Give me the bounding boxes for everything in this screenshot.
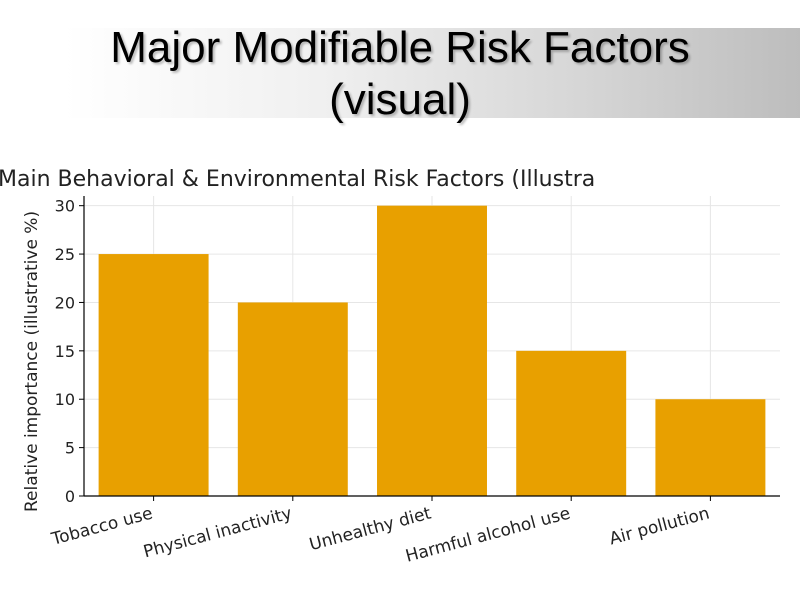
bar-air-pollution (655, 399, 766, 496)
bar-harmful-alcohol-use (516, 350, 627, 496)
y-axis-label: Relative importance (illustrative %) (22, 211, 42, 512)
y-tick-label: 5 (65, 439, 75, 458)
title-band (0, 28, 800, 118)
y-tick-label: 15 (55, 342, 75, 361)
chart-title: Main Behavioral & Environmental Risk Fac… (0, 167, 595, 192)
axes (79, 196, 780, 501)
bar-tobacco-use (98, 254, 209, 496)
bars (98, 205, 766, 496)
y-tick-label: 25 (55, 245, 75, 264)
slide-title-line-2: (visual) (329, 75, 471, 124)
x-tick-label: Tobacco use (49, 504, 155, 550)
y-tick-label: 30 (55, 197, 75, 216)
y-tick-labels: 0 5 10 15 20 25 30 (55, 197, 75, 506)
y-tick-label: 10 (55, 390, 75, 409)
y-tick-label: 20 (55, 293, 75, 312)
slide-title-line-1: Major Modifiable Risk Factors (110, 23, 690, 72)
y-tick-label: 0 (65, 487, 75, 506)
bar-unhealthy-diet (377, 205, 487, 496)
x-tick-label: Air pollution (607, 504, 711, 550)
slide-title: Major Modifiable Risk Factors (visual) (0, 22, 800, 126)
x-tick-label: Physical inactivity (141, 504, 294, 563)
bar-physical-inactivity (237, 302, 348, 496)
